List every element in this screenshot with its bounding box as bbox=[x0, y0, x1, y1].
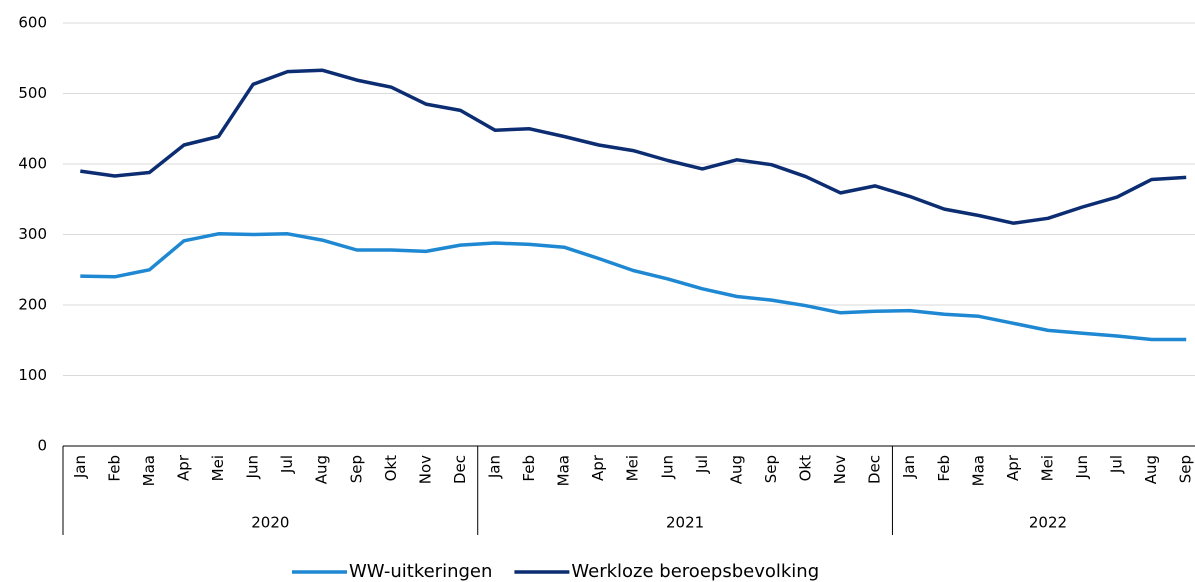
group-label: 2021 bbox=[666, 514, 704, 532]
x-tick-label: Dec bbox=[451, 455, 469, 484]
x-tick-label: Sep bbox=[347, 455, 365, 483]
group-label: 2022 bbox=[1029, 514, 1067, 532]
legend-label: Werkloze beroepsbevolking bbox=[571, 561, 819, 582]
x-tick-label: Sep bbox=[1177, 455, 1195, 483]
legend-label: WW-uitkeringen bbox=[349, 561, 492, 582]
x-tick-label: Feb bbox=[935, 455, 953, 482]
x-tick-label: Maa bbox=[555, 455, 573, 486]
series-line bbox=[80, 68, 1187, 225]
x-tick-label: Apr bbox=[1004, 454, 1022, 481]
y-tick-label: 500 bbox=[18, 84, 47, 102]
x-tick-label: Nov bbox=[831, 455, 849, 484]
x-tick-label: Jan bbox=[486, 455, 504, 479]
x-tick-label: Jul bbox=[278, 455, 296, 474]
x-tick-label: Mei bbox=[624, 455, 642, 481]
x-tick-label: Maa bbox=[140, 455, 158, 486]
x-tick-label: Apr bbox=[174, 454, 192, 481]
series-line bbox=[80, 232, 1187, 342]
x-tick-label: Jun bbox=[658, 455, 676, 479]
x-tick-label: Okt bbox=[797, 455, 815, 481]
x-tick-label: Okt bbox=[382, 455, 400, 481]
x-tick-label: Jan bbox=[900, 455, 918, 479]
x-tick-label: Aug bbox=[313, 455, 331, 484]
y-tick-label: 400 bbox=[18, 155, 47, 173]
x-tick-label: Sep bbox=[762, 455, 780, 483]
x-tick-label: Nov bbox=[416, 455, 434, 484]
x-tick-label: Jun bbox=[244, 455, 262, 479]
x-tick-label: Jul bbox=[1108, 455, 1126, 474]
y-tick-label: 100 bbox=[18, 366, 47, 384]
x-tick-label: Mei bbox=[1038, 455, 1056, 481]
x-tick-label: Jul bbox=[693, 455, 711, 474]
y-tick-label: 600 bbox=[18, 14, 47, 32]
y-tick-label: 300 bbox=[18, 225, 47, 243]
group-label: 2020 bbox=[251, 514, 289, 532]
y-tick-label: 0 bbox=[37, 437, 47, 455]
x-tick-label: Mei bbox=[209, 455, 227, 481]
x-tick-label: Dec bbox=[866, 455, 884, 484]
x-tick-label: Aug bbox=[1142, 455, 1160, 484]
x-tick-label: Feb bbox=[105, 455, 123, 482]
x-tick-label: Jan bbox=[71, 455, 89, 479]
x-tick-label: Aug bbox=[727, 455, 745, 484]
x-tick-label: Maa bbox=[969, 455, 987, 486]
x-tick-label: Apr bbox=[589, 454, 607, 481]
y-tick-label: 200 bbox=[18, 296, 47, 314]
x-tick-label: Feb bbox=[520, 455, 538, 482]
x-tick-label: Jun bbox=[1073, 455, 1091, 479]
